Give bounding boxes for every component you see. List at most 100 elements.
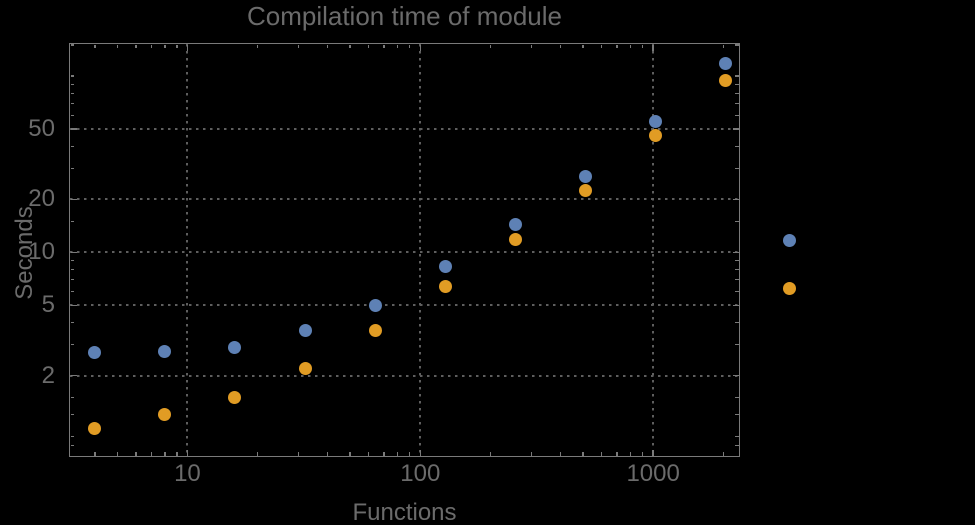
x-tick (722, 44, 724, 48)
x-tick (396, 452, 399, 456)
x-tick (349, 452, 351, 456)
data-point-series-2-orange (719, 73, 733, 87)
y-tick (70, 304, 77, 307)
y-tick (735, 268, 739, 271)
y-tick (735, 102, 739, 105)
y-tick (735, 444, 739, 447)
y-tick (735, 44, 739, 46)
y-tick (735, 83, 739, 85)
y-tick-label: 50 (28, 115, 55, 143)
x-tick-label: 10 (174, 460, 201, 487)
gridline-horizontal (70, 304, 739, 307)
x-tick (600, 44, 603, 48)
y-tick (70, 128, 77, 130)
y-tick (735, 278, 739, 281)
x-tick (297, 452, 300, 456)
x-tick (641, 44, 644, 48)
y-tick (735, 167, 739, 170)
y-tick (735, 92, 739, 95)
y-tick (70, 413, 74, 416)
x-tick (94, 452, 96, 456)
y-tick (735, 75, 739, 77)
x-tick (530, 44, 533, 48)
gridline-vertical (186, 44, 189, 456)
x-tick (383, 44, 385, 48)
data-point-series-1-blue (508, 217, 522, 231)
x-tick (326, 44, 329, 48)
y-tick (70, 435, 74, 438)
y-tick (70, 145, 74, 148)
y-tick (735, 145, 739, 148)
x-tick (135, 44, 137, 48)
x-tick (383, 452, 385, 456)
x-tick (186, 44, 189, 51)
data-point-series-2-orange (438, 280, 452, 294)
y-tick (70, 44, 74, 46)
data-point-series-2-orange (649, 129, 663, 143)
data-point-series-1-blue (578, 169, 592, 183)
legend-marker-series-2 (783, 282, 796, 295)
y-tick (735, 343, 739, 346)
data-point-series-1-blue (719, 57, 733, 71)
x-tick (629, 44, 632, 48)
x-tick (616, 452, 618, 456)
x-tick (530, 452, 533, 456)
plot-frame (69, 43, 740, 457)
x-tick (256, 452, 259, 456)
x-tick (652, 44, 654, 51)
y-tick (70, 251, 77, 254)
x-tick (616, 44, 618, 48)
x-tick (176, 44, 178, 48)
y-tick (70, 198, 77, 201)
x-tick-label: 100 (400, 460, 441, 487)
data-point-series-2-orange (88, 422, 102, 436)
x-tick (489, 452, 492, 456)
x-tick (652, 449, 654, 456)
x-axis-title: Functions (352, 499, 457, 525)
y-tick (732, 304, 739, 307)
x-tick (326, 452, 329, 456)
data-point-series-1-blue (88, 346, 102, 360)
y-tick (70, 290, 74, 293)
y-tick (735, 321, 739, 324)
y-tick (735, 220, 739, 223)
y-tick (732, 251, 739, 254)
y-tick (70, 220, 74, 223)
gridline-horizontal (70, 251, 739, 254)
y-tick (70, 396, 74, 399)
y-tick (70, 259, 74, 262)
gridline-vertical (652, 44, 655, 456)
x-tick (582, 44, 584, 48)
x-tick (419, 44, 422, 51)
x-tick (176, 452, 178, 456)
x-tick (582, 452, 584, 456)
y-tick (70, 167, 74, 170)
x-tick (408, 44, 411, 48)
y-tick (70, 444, 74, 447)
x-tick (116, 452, 119, 456)
legend-marker-series-1 (783, 234, 796, 247)
y-tick-label: 2 (41, 361, 55, 389)
x-tick (367, 44, 370, 48)
y-tick (70, 343, 74, 346)
y-tick (735, 396, 739, 399)
y-tick (732, 198, 739, 201)
x-tick (150, 452, 153, 456)
gridline-vertical (419, 44, 422, 456)
data-point-series-2-orange (368, 324, 382, 338)
y-tick-label: 10 (28, 238, 55, 266)
data-point-series-2-orange (298, 361, 312, 375)
data-point-series-2-orange (228, 391, 242, 405)
y-tick (732, 374, 739, 377)
x-tick (186, 449, 189, 456)
x-tick (396, 44, 399, 48)
x-tick (164, 44, 166, 48)
y-tick (70, 83, 74, 85)
x-tick-label: 1000 (626, 460, 680, 487)
x-tick (349, 44, 351, 48)
gridline-horizontal (70, 128, 739, 131)
y-tick (735, 259, 739, 262)
y-tick (735, 290, 739, 293)
x-tick (297, 44, 300, 48)
